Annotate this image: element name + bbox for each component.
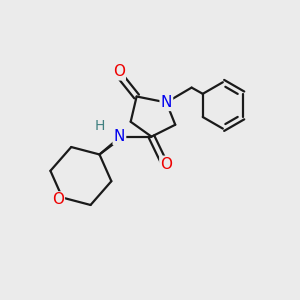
Text: O: O xyxy=(113,64,125,79)
Text: H: H xyxy=(94,119,105,133)
Text: O: O xyxy=(160,157,172,172)
Text: N: N xyxy=(161,95,172,110)
Text: N: N xyxy=(114,129,125,144)
Text: O: O xyxy=(52,192,64,207)
